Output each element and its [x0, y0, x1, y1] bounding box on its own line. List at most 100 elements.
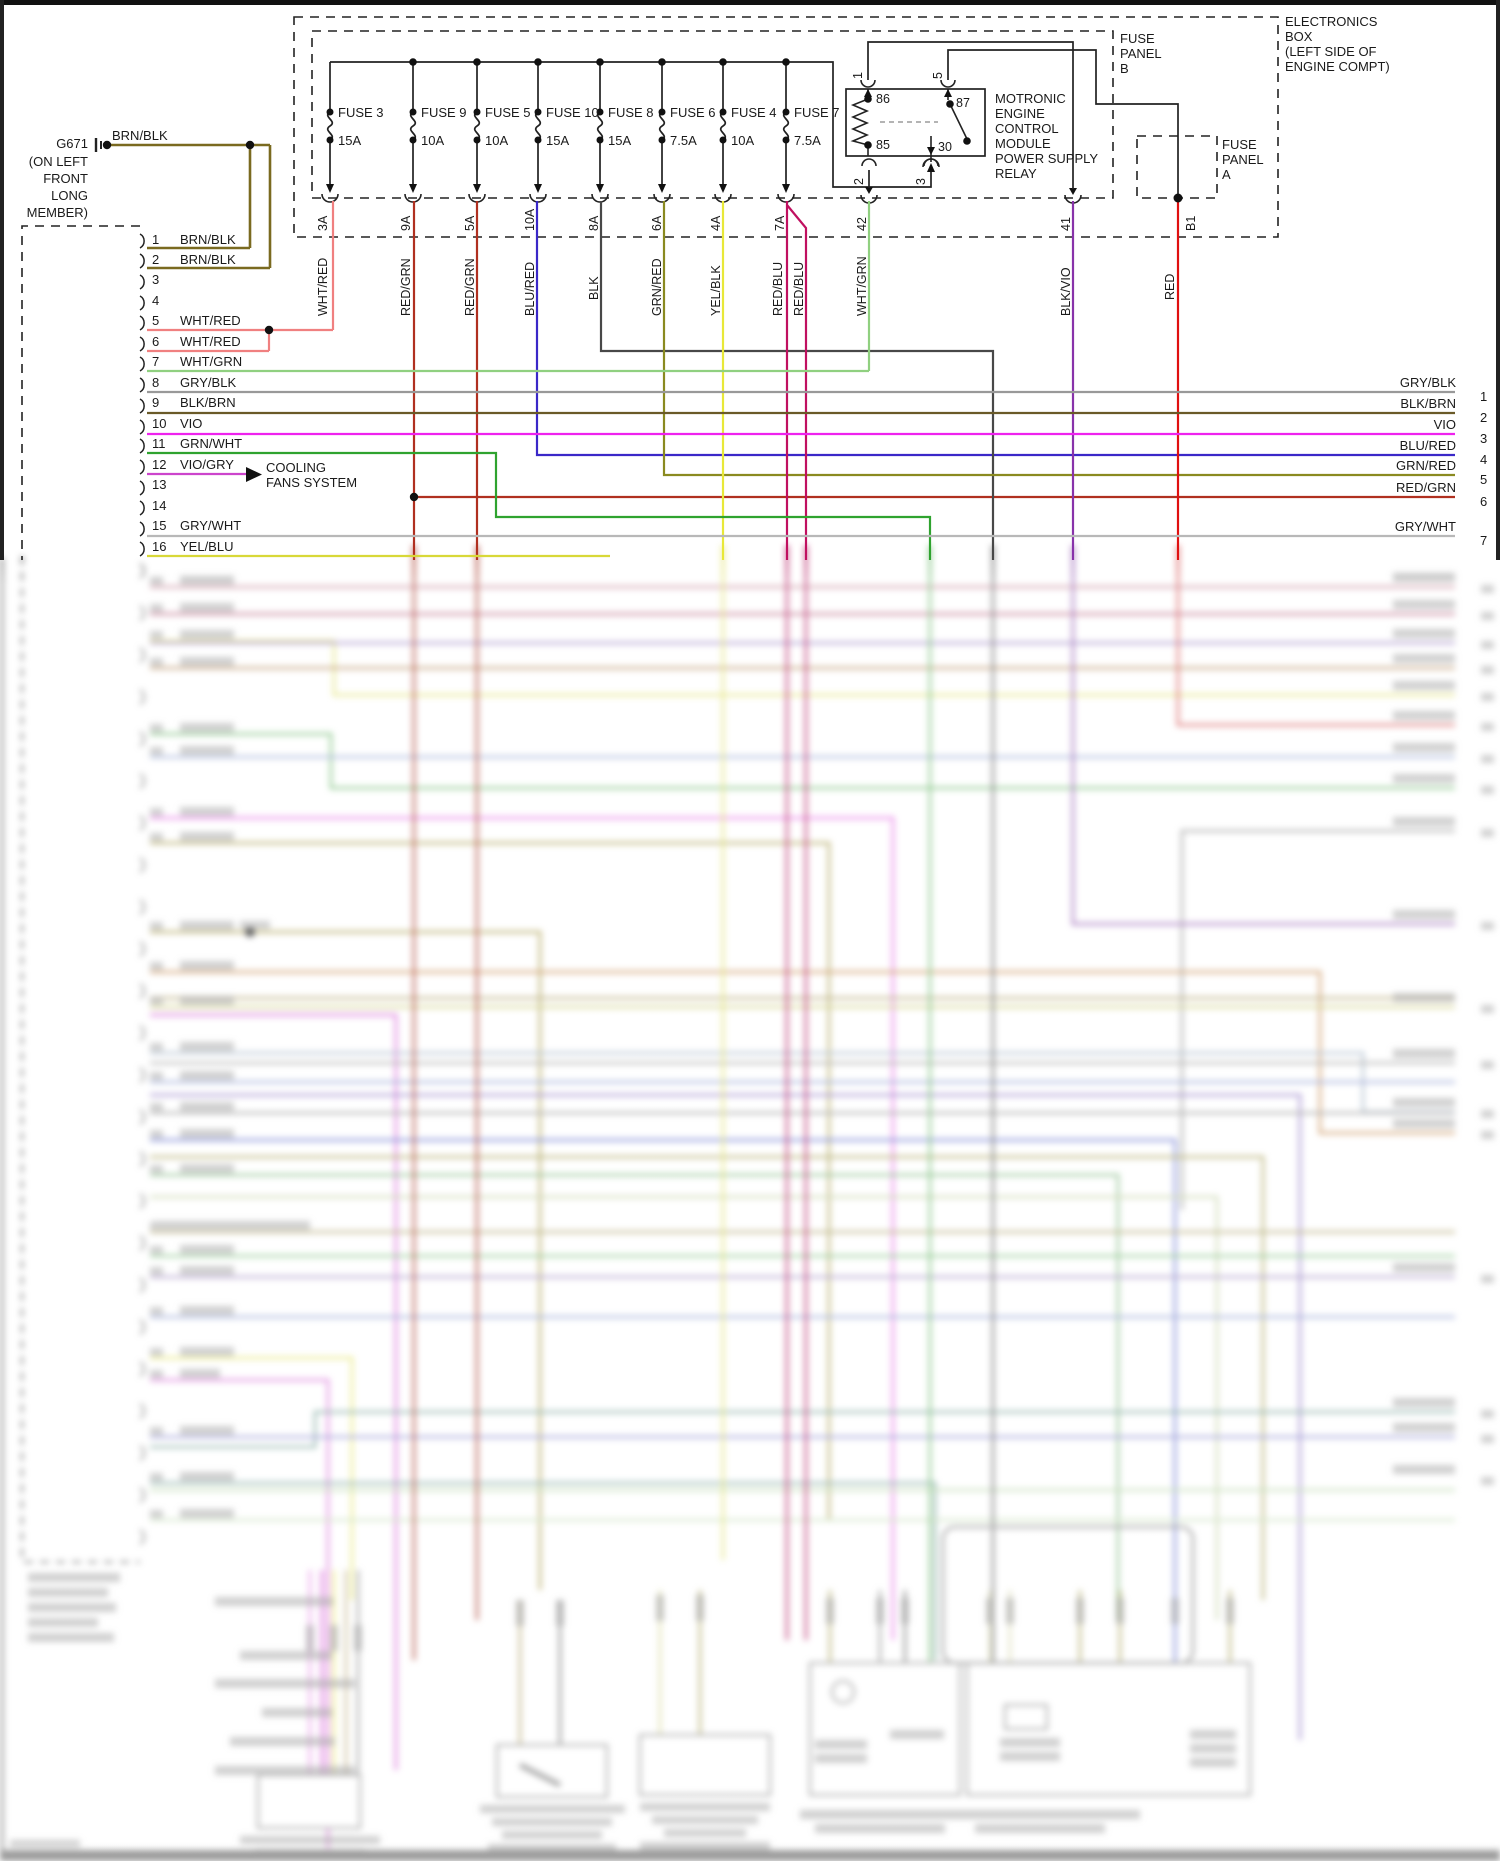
- ground-wire-color: BRN/BLK: [112, 128, 168, 143]
- component-boxes: [257, 1525, 1251, 1829]
- ground-location: LONG: [51, 188, 88, 203]
- wire-color-label: BLK/VIO: [1059, 267, 1073, 316]
- relay-contact-label: 30: [938, 140, 952, 154]
- pin-number: 16: [152, 539, 167, 554]
- fuse-name: FUSE 3: [338, 105, 384, 120]
- wire-grn-wht: [147, 451, 932, 560]
- right-row-number: 1: [1480, 389, 1488, 404]
- feed-pin-id: 3A: [316, 215, 330, 231]
- page-edge-bottom: [0, 1850, 1500, 1861]
- pin-number: 9: [152, 395, 160, 410]
- relay-label: RELAY: [995, 166, 1037, 181]
- ground-symbol-g671: [94, 138, 102, 152]
- page-frame: [0, 0, 1500, 560]
- wire-grn-red: [662, 201, 1455, 477]
- wire-color-label: BLK: [587, 276, 601, 300]
- wire-color-label: WHT/GRN: [855, 256, 869, 316]
- feed-pin-id: 5A: [463, 215, 477, 231]
- wire-color-label: RED/GRN: [463, 258, 477, 316]
- fuse-panel-b-label: PANEL: [1120, 46, 1162, 61]
- fuse-name: FUSE 6: [670, 105, 716, 120]
- relay-label: CONTROL: [995, 121, 1059, 136]
- wire-color-label: YEL/BLK: [709, 265, 723, 316]
- fuse-amp: 15A: [546, 133, 570, 148]
- wire-color-label: RED: [1163, 273, 1177, 300]
- fuse-panel-a-outline: [1136, 135, 1218, 199]
- electronics-box-label: ELECTRONICS: [1285, 14, 1378, 29]
- component-connector-ticks: [306, 1595, 1234, 1651]
- relay: [845, 79, 986, 167]
- ground-location: MEMBER): [26, 205, 88, 220]
- pin-wire-color: BLK/BRN: [180, 395, 236, 410]
- fuse-panel-a-label: PANEL: [1222, 152, 1264, 167]
- feed-pin-id: 7A: [773, 215, 787, 231]
- left-connector-brackets: [139, 233, 145, 557]
- wire-wht-grn: [147, 201, 871, 373]
- wire-brn-blk: [107, 143, 272, 270]
- wiring-lines-sharp: [0, 0, 1500, 560]
- pin-number: 8: [152, 375, 160, 390]
- pin-wire-color: GRY/BLK: [180, 375, 237, 390]
- pin-number: 3: [152, 272, 160, 287]
- page-edge-left-lower: [0, 558, 4, 1850]
- wire-blk: [599, 201, 995, 560]
- pin-number: 5: [152, 313, 160, 328]
- blurred-wire-rows: [150, 545, 1455, 1848]
- pin-number: 7: [152, 354, 160, 369]
- fuse-amp: 15A: [338, 133, 362, 148]
- pin-number: 6: [152, 334, 160, 349]
- relay-pin-label: 1: [851, 72, 865, 79]
- wire-color-label: RED/BLU: [771, 261, 785, 316]
- fuse-bus-dots: [326, 58, 790, 144]
- electronics-box-label: (LEFT SIDE OF: [1285, 44, 1377, 59]
- cooling-fans-label: FANS SYSTEM: [266, 475, 358, 490]
- feed-pin-id: B1: [1184, 215, 1198, 231]
- blurred-wire-verticals: [308, 545, 1232, 1775]
- pin-number: 11: [152, 436, 166, 451]
- relay-label: POWER SUPPLY: [995, 151, 1099, 166]
- right-row-color: VIO: [1433, 417, 1456, 432]
- relay-contact-label: 85: [876, 138, 890, 152]
- feed-pin-arrows: [326, 163, 1077, 195]
- fuse-panel-b-label: FUSE: [1120, 31, 1155, 46]
- feed-pin-id: 4A: [709, 215, 723, 231]
- wire-color-label: BLU/RED: [523, 261, 537, 316]
- relay-label: ENGINE: [995, 106, 1045, 121]
- wire-color-label: RED/GRN: [399, 258, 413, 316]
- pin-number: 4: [152, 293, 160, 308]
- relay-label: MOTRONIC: [995, 91, 1066, 106]
- fuse-panel-b-label: B: [1120, 61, 1129, 76]
- pin-wire-color: WHT/RED: [180, 334, 241, 349]
- right-row-number: 2: [1480, 410, 1488, 425]
- ground-name: G671: [56, 136, 88, 151]
- feed-pin-id: 9A: [399, 215, 413, 231]
- ground-location: FRONT: [43, 171, 88, 186]
- pin-wire-color: GRN/WHT: [180, 436, 243, 451]
- fuse-amp: 7.5A: [670, 133, 697, 148]
- fuse-name: FUSE 7: [794, 105, 840, 120]
- junction-dot: [245, 927, 255, 937]
- pin-number: 10: [152, 416, 167, 431]
- left-connector-brackets-lower: [139, 563, 145, 1545]
- fuse-panel-a-label: FUSE: [1222, 137, 1257, 152]
- right-row-number: 3: [1480, 431, 1488, 446]
- wire-red-blu: [785, 201, 808, 560]
- right-row-number: 7: [1480, 533, 1488, 548]
- junction-dots: [102, 140, 1183, 502]
- colored-wires-sharp: [107, 143, 1455, 560]
- pin-number: 12: [152, 457, 167, 472]
- fuse-amp: 10A: [731, 133, 755, 148]
- illegible-text-blobs: [10, 573, 1494, 1857]
- feed-pin-id: 10A: [523, 208, 537, 231]
- cooling-fans-arrow-icon: [246, 467, 262, 482]
- fuse-panel-a-label: A: [1222, 167, 1231, 182]
- right-row-color: GRY/WHT: [1394, 519, 1456, 534]
- pin-wire-color: YEL/BLU: [180, 539, 234, 554]
- fuse-name: FUSE 9: [421, 105, 467, 120]
- pin-number: 14: [152, 498, 167, 513]
- wire-wht-red: [147, 201, 335, 353]
- relay-contact-label: 86: [876, 92, 890, 106]
- ground-location: (ON LEFT: [28, 154, 88, 169]
- pin-wire-color: VIO/GRY: [180, 457, 234, 472]
